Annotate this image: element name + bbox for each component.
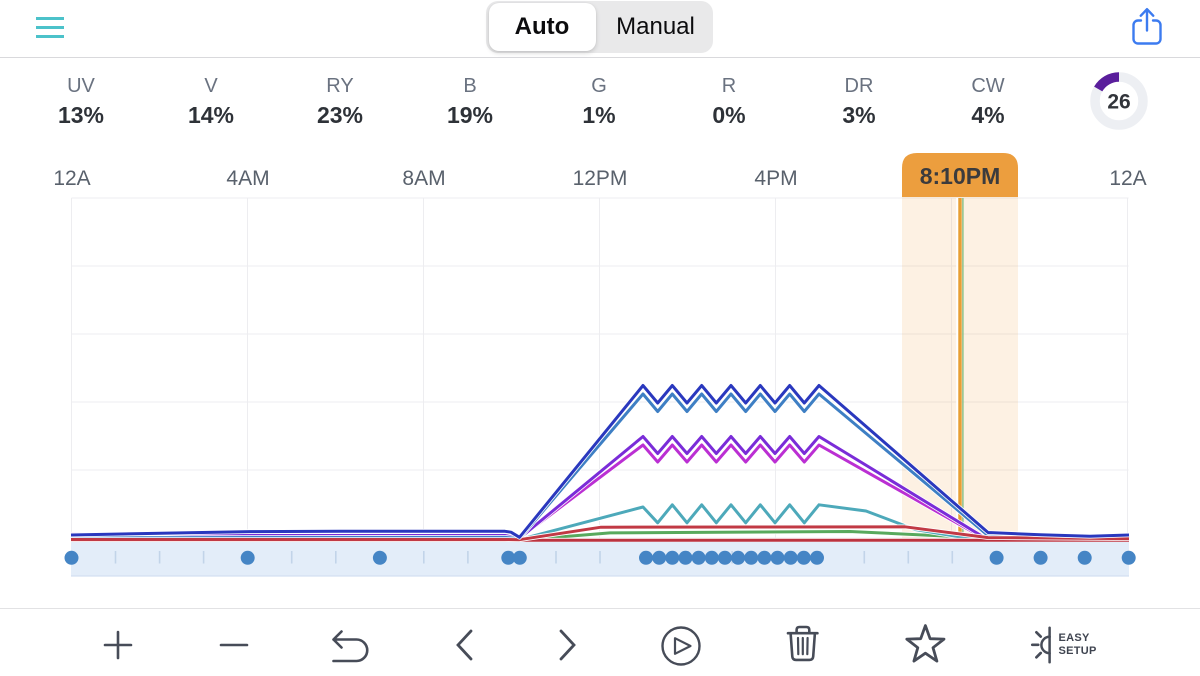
svg-text:12A: 12A <box>53 167 90 190</box>
svg-text:8:10PM: 8:10PM <box>920 163 1001 189</box>
svg-text:4AM: 4AM <box>226 167 269 190</box>
svg-text:12PM: 12PM <box>573 167 628 190</box>
svg-text:26: 26 <box>1107 91 1130 114</box>
svg-text:4PM: 4PM <box>754 167 797 190</box>
svg-text:12A: 12A <box>1109 167 1146 190</box>
svg-text:8AM: 8AM <box>402 167 445 190</box>
